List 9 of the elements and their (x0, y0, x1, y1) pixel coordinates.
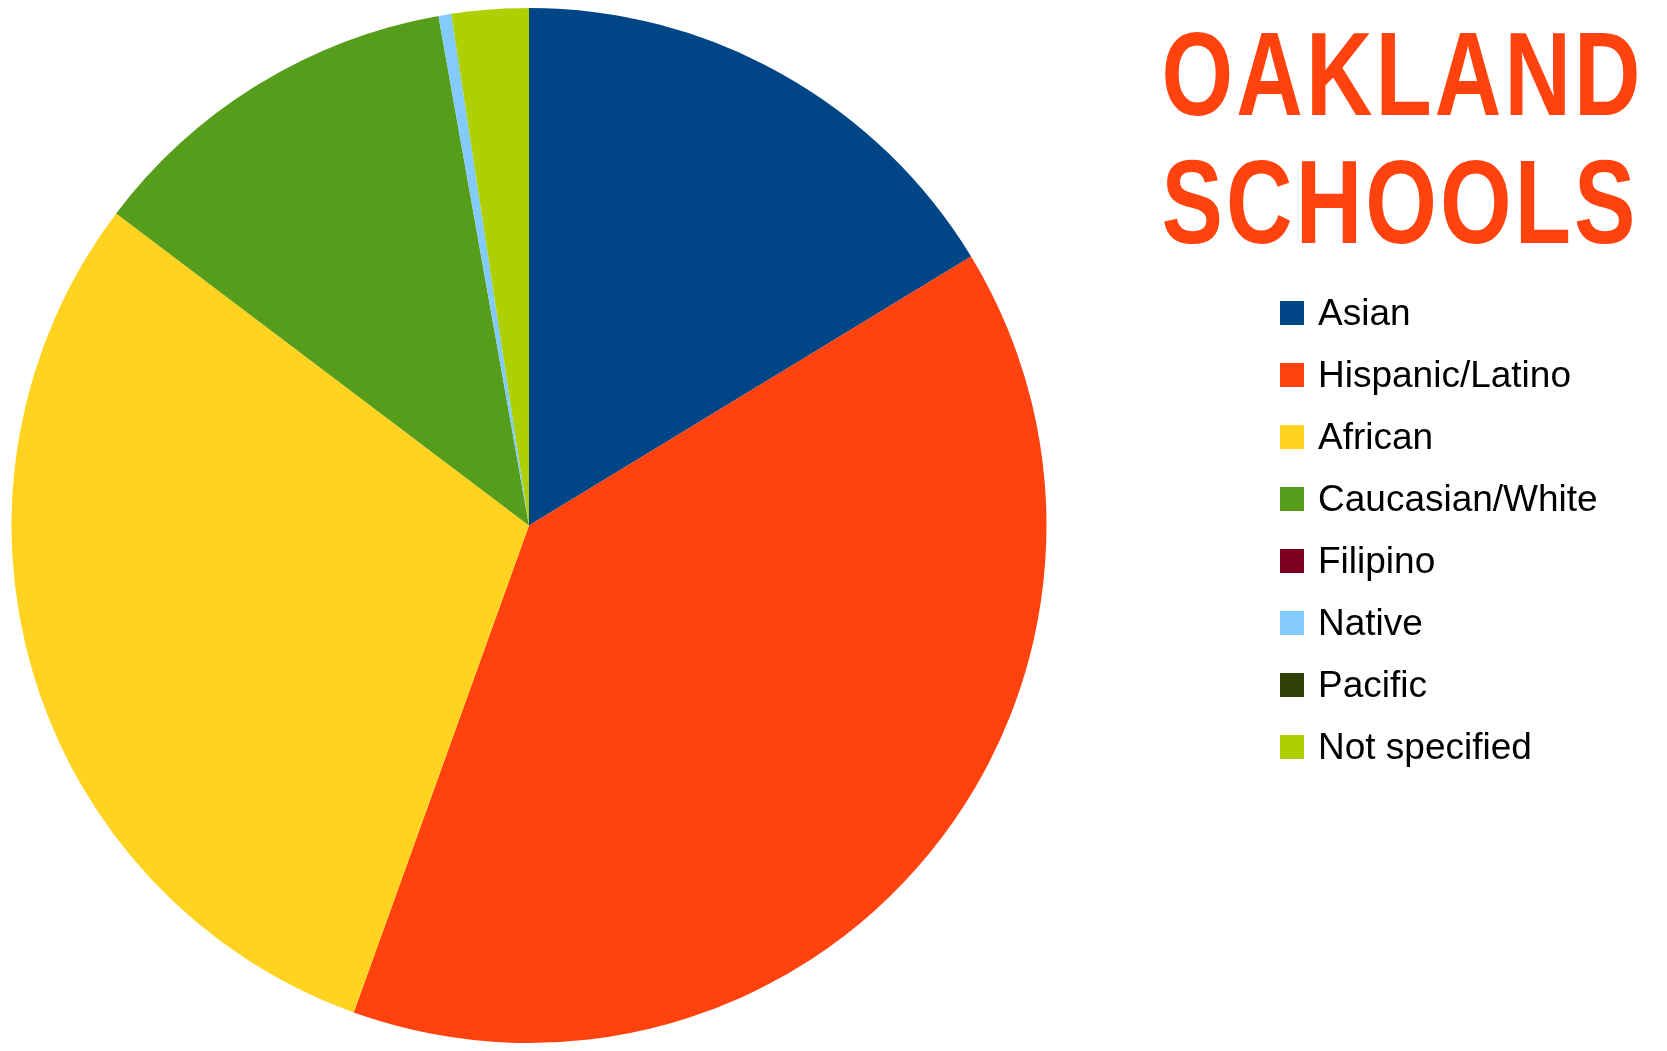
legend-label: Asian (1318, 292, 1411, 334)
legend-label: African (1318, 416, 1434, 458)
legend-label: Hispanic/Latino (1318, 354, 1571, 396)
text: OAKLAND SCHOOLS (1161, 8, 1644, 268)
legend-label: Native (1318, 602, 1423, 644)
legend-label: Not specified (1318, 726, 1532, 768)
legend-label: Caucasian/White (1318, 478, 1598, 520)
legend-label: Pacific (1318, 664, 1427, 706)
legend-label: Filipino (1318, 540, 1436, 582)
